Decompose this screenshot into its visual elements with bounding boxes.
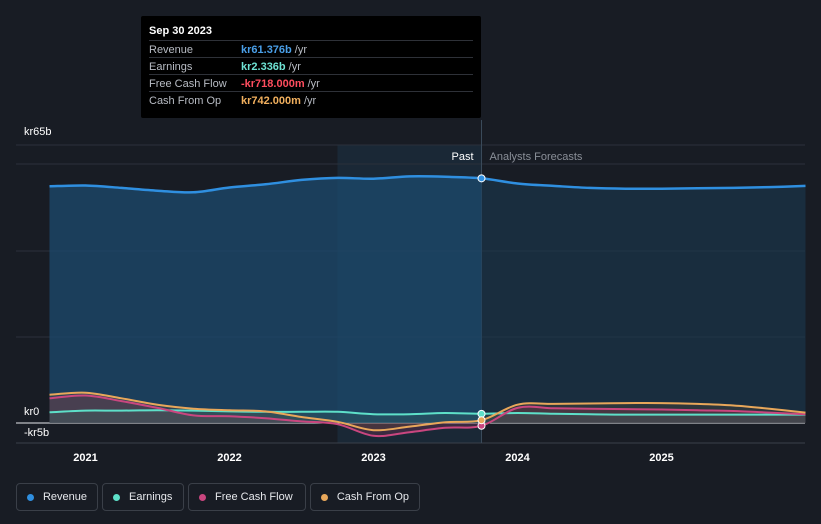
legend-item-free-cash-flow[interactable]: Free Cash Flow	[188, 483, 306, 511]
legend-item-cash-from-op[interactable]: Cash From Op	[310, 483, 420, 511]
past-label: Past	[451, 151, 473, 163]
tooltip-label-earnings: Earnings	[149, 61, 193, 73]
series-line-cash-from-op	[49, 391, 806, 432]
y-tick-label: -kr5b	[24, 427, 49, 439]
tooltip-row-earnings: Earnings kr2.336b/yr	[149, 57, 473, 75]
tooltip-label-fcf: Free Cash Flow	[149, 78, 227, 90]
x-tick-label: 2023	[361, 452, 385, 464]
legend-label-free-cash-flow: Free Cash Flow	[215, 491, 293, 503]
tooltip-row-cfo: Cash From Op kr742.000m/yr	[149, 91, 473, 109]
x-tick-label: 2021	[73, 452, 97, 464]
forecast-label: Analysts Forecasts	[490, 151, 583, 163]
tooltip-row-fcf: Free Cash Flow -kr718.000m/yr	[149, 74, 473, 92]
tooltip-value-fcf: -kr718.000m/yr	[241, 78, 320, 90]
series-line-free-cash-flow	[49, 394, 806, 438]
legend-item-revenue[interactable]: Revenue	[16, 483, 98, 511]
legend-item-earnings[interactable]: Earnings	[102, 483, 184, 511]
legend-label-cash-from-op: Cash From Op	[336, 491, 409, 503]
legend-label-revenue: Revenue	[42, 491, 87, 503]
revenue-area-past	[49, 176, 482, 423]
tooltip-label-revenue: Revenue	[149, 44, 194, 56]
marker-cash-from-op	[477, 416, 486, 425]
tooltip-value-earnings: kr2.336b/yr	[241, 61, 301, 73]
legend-label-earnings: Earnings	[129, 491, 173, 503]
tooltip-date: Sep 30 2023	[149, 25, 212, 37]
area-cash-from-op	[49, 392, 806, 431]
y-tick-label: kr65b	[24, 126, 52, 138]
legend-dot-earnings	[113, 493, 120, 501]
legend-dot-revenue	[27, 493, 34, 501]
tooltip-value-revenue: kr61.376b/yr	[241, 44, 307, 56]
y-tick-label: kr0	[24, 406, 39, 418]
area-earnings	[49, 410, 806, 423]
legend-dot-free-cash-flow	[199, 493, 206, 501]
legend-dot-cash-from-op	[321, 493, 328, 501]
series-line-earnings	[49, 409, 806, 416]
tooltip-value-cfo: kr742.000m/yr	[241, 95, 317, 107]
tooltip-label-cfo: Cash From Op	[149, 95, 222, 107]
data-tooltip: Sep 30 2023 Revenue kr61.376b/yr Earning…	[141, 16, 481, 118]
tooltip-row-revenue: Revenue kr61.376b/yr	[149, 40, 473, 58]
area-free-cash-flow	[49, 395, 806, 437]
x-tick-label: 2025	[649, 452, 673, 464]
revenue-area-forecast	[481, 178, 806, 423]
x-tick-label: 2022	[217, 452, 241, 464]
x-tick-label: 2024	[505, 452, 530, 464]
marker-revenue	[477, 174, 486, 183]
series-line-revenue	[49, 174, 806, 194]
